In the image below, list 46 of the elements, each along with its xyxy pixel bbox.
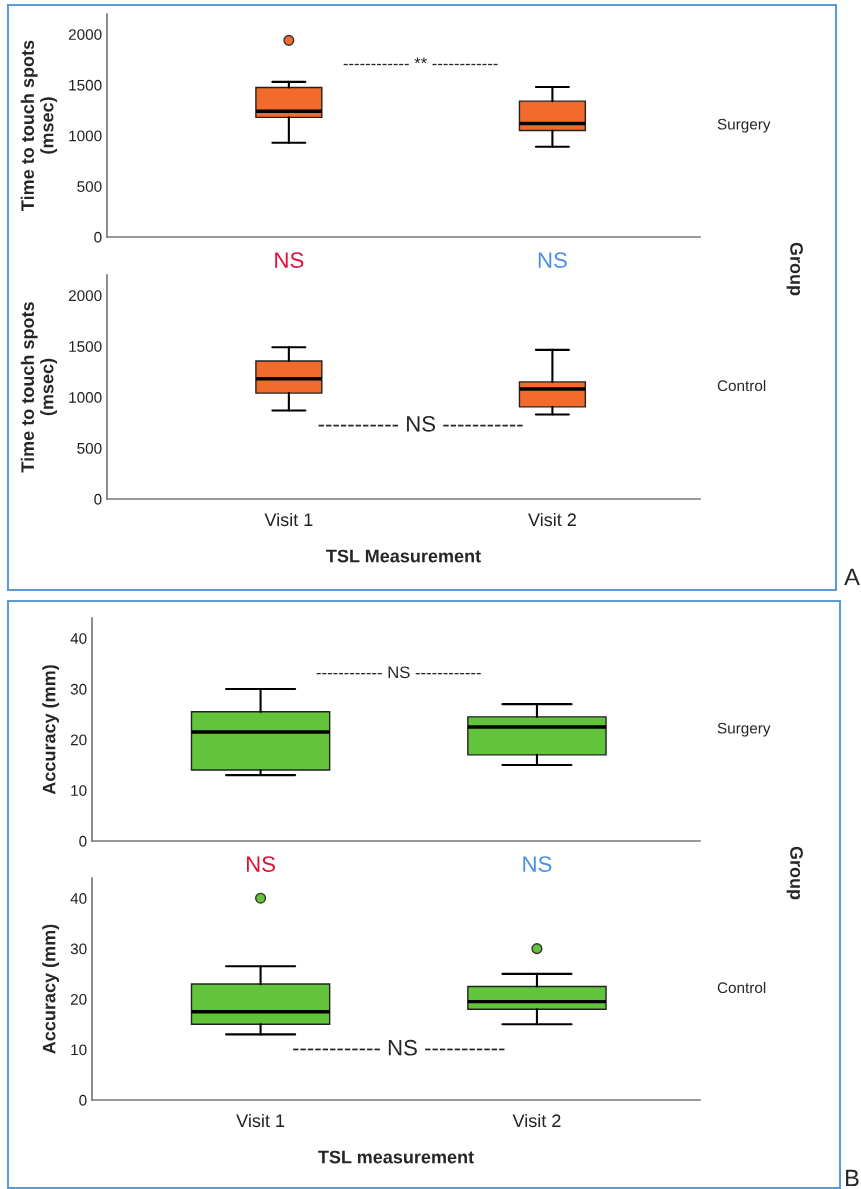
y-tick-label: 0	[79, 835, 87, 847]
x-tick-label: Visit 2	[528, 512, 576, 527]
y-axis-title: Accuracy (mm)	[42, 924, 60, 1054]
text: NS	[523, 856, 552, 872]
y-tick-label: 0	[94, 231, 102, 243]
y-tick-label: 1500	[69, 341, 102, 352]
y-tick-label: 40	[70, 633, 87, 644]
text: NS	[275, 252, 304, 268]
text: A	[844, 568, 860, 586]
y-tick-label: 20	[70, 993, 87, 1005]
annotation: ------------ ** ------------	[343, 57, 498, 66]
y-tick-label: 10	[71, 1044, 87, 1056]
x-tick-label: Visit 2	[512, 1113, 561, 1128]
y-tick-label: 30	[70, 683, 87, 695]
y-tick-label: 20	[70, 734, 87, 746]
text: Group	[786, 242, 803, 296]
annotation: ------------ NS -----------	[293, 1039, 505, 1056]
y-axis-title: Time to touch spots (msec)	[20, 302, 58, 473]
text: Control	[717, 379, 766, 392]
y-axis-title: Accuracy (mm)	[42, 665, 60, 795]
y-tick-label: 2000	[68, 290, 102, 302]
y-tick-label: 1000	[69, 392, 102, 403]
y-tick-label: 1000	[69, 130, 102, 142]
x-tick-label: Visit 1	[264, 512, 313, 527]
text: Surgery	[717, 722, 771, 737]
y-tick-label: 1500	[69, 79, 102, 91]
text: Group	[786, 846, 803, 900]
text: NS	[246, 856, 275, 872]
y-tick-label: 0	[94, 493, 102, 505]
text: B	[846, 1169, 859, 1187]
y-tick-label: 0	[79, 1094, 87, 1106]
annotation: ------------ NS ------------	[316, 666, 481, 679]
y-axis-title: Time to touch spots (msec)	[20, 40, 58, 211]
y-tick-label: 500	[77, 181, 102, 192]
x-tick-label: Visit 1	[236, 1113, 285, 1128]
y-tick-label: 40	[70, 893, 87, 904]
y-tick-label: 500	[77, 442, 102, 454]
text: NS	[538, 252, 567, 268]
text: Control	[717, 981, 766, 994]
x-axis-title: TSL Measurement	[326, 549, 481, 563]
y-tick-label: 2000	[68, 29, 102, 40]
x-axis-title: TSL measurement	[318, 1150, 474, 1164]
y-tick-label: 10	[71, 785, 87, 796]
y-tick-label: 30	[70, 943, 87, 955]
annotation: ----------- NS -----------	[318, 415, 523, 432]
text: Surgery	[717, 118, 771, 133]
